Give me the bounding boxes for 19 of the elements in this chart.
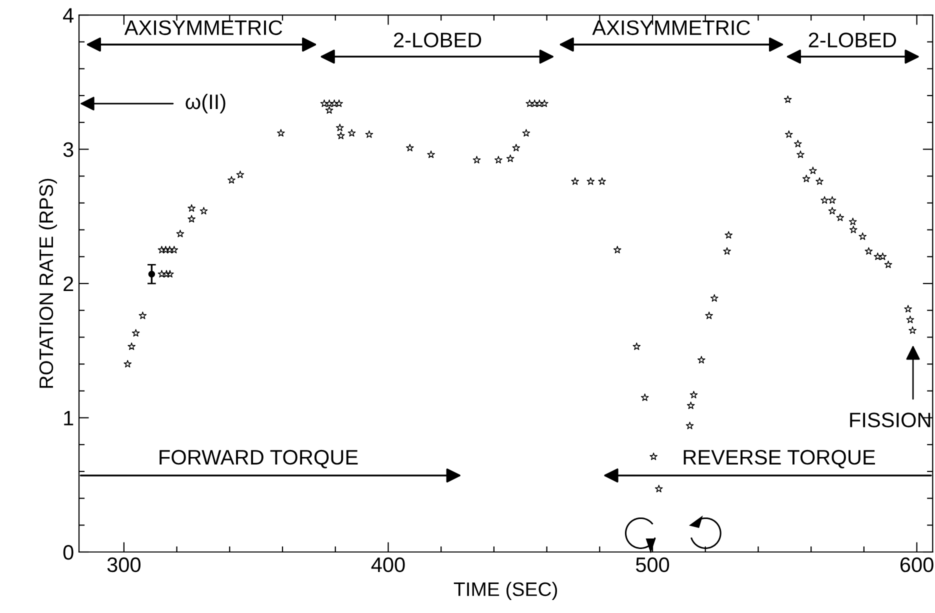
x-tick-label: 600 bbox=[900, 557, 934, 572]
annotation: FISSION bbox=[850, 412, 930, 428]
annotation: 2-LOBED bbox=[808, 32, 896, 48]
y-tick-label: 0 bbox=[63, 545, 74, 560]
y-tick-label: 4 bbox=[63, 8, 74, 23]
y-tick-label: 1 bbox=[64, 410, 74, 426]
annotation: 2-LOBED bbox=[394, 32, 482, 48]
x-axis-title: TIME (SEC) bbox=[454, 582, 558, 600]
x-tick-label: 400 bbox=[371, 557, 405, 572]
annotation: AXISYMMETRIC bbox=[592, 20, 750, 36]
annotation: FORWARD TORQUE bbox=[160, 450, 358, 468]
x-tick-label: 500 bbox=[636, 557, 670, 572]
y-tick-label: 2 bbox=[64, 276, 74, 292]
x-tick-label: 300 bbox=[107, 557, 141, 572]
annotation: AXISYMMETRIC bbox=[124, 20, 282, 36]
annotation: REVERSE TORQUE bbox=[684, 450, 875, 468]
annotation: ω(II) bbox=[186, 94, 226, 114]
y-tick-label: 3 bbox=[63, 142, 74, 158]
y-axis-title: ROTATION RATE (RPS) bbox=[38, 178, 57, 388]
